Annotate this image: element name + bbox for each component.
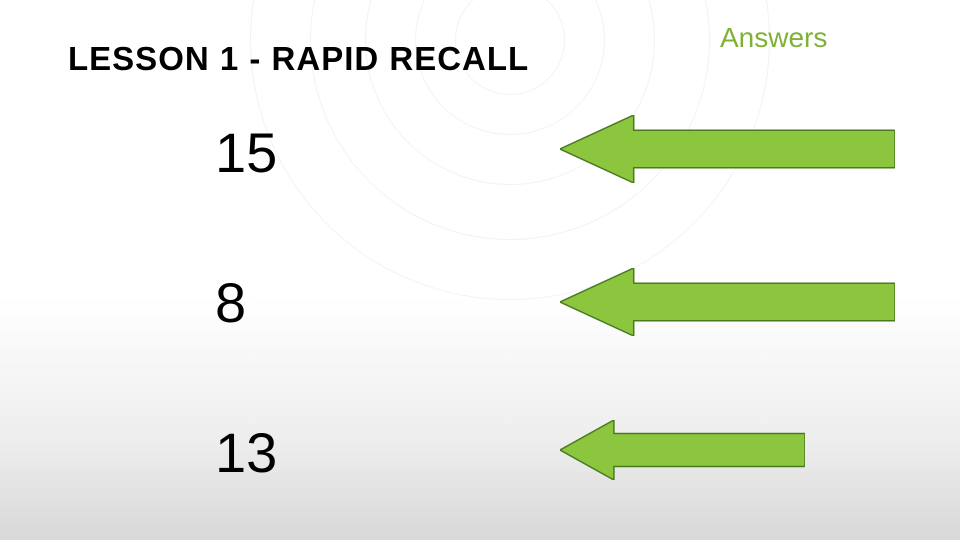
slide-title: LESSON 1 - RAPID RECALL (68, 40, 529, 78)
left-arrow-icon (560, 420, 805, 480)
answer-value: 15 (215, 120, 277, 185)
answer-value: 8 (215, 270, 246, 335)
left-arrow-icon (560, 268, 895, 336)
left-arrow-icon (560, 115, 895, 183)
answer-value: 13 (215, 420, 277, 485)
answers-heading: Answers (720, 22, 827, 54)
